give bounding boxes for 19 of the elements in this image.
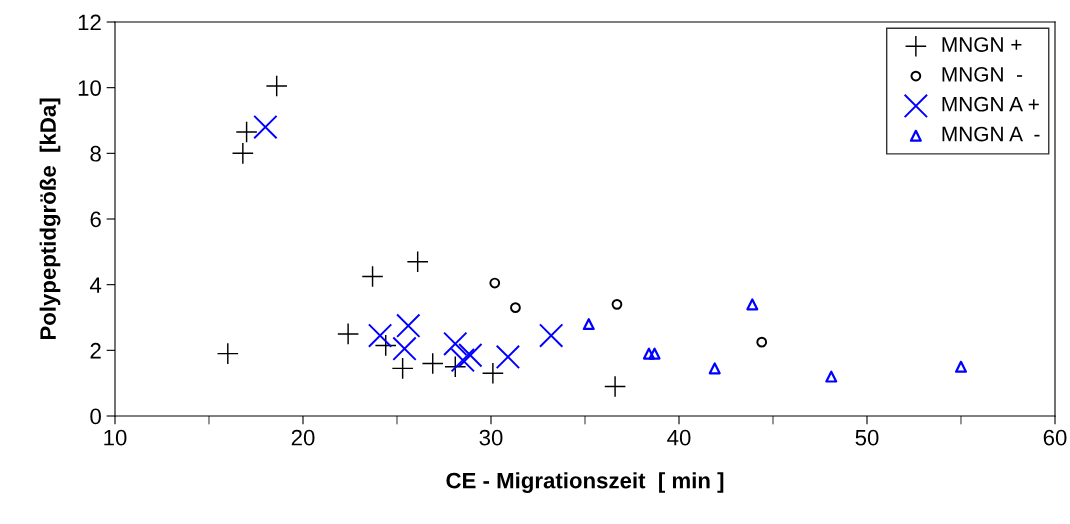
x-tick-label: 30	[479, 429, 503, 446]
y-axis-title: Polypeptidgröße [kDa]	[39, 98, 61, 340]
x-tick-label: 60	[1043, 429, 1067, 446]
y-tick-label: 4	[89, 277, 102, 293]
y-tick-label: 0	[90, 408, 101, 425]
x-axis-title: CE - Migrationszeit [ min ]	[446, 472, 724, 493]
x-tick-label: 40	[667, 429, 691, 446]
x-tick-label: 50	[855, 429, 879, 446]
y-tick-label: 2	[90, 342, 101, 359]
y-tick-label: 6	[90, 211, 101, 228]
legend-label: MNGN +	[942, 37, 1022, 52]
legend-label: MNGN A -	[942, 126, 1040, 142]
legend-label: MNGN A +	[942, 96, 1039, 112]
y-tick-label: 8	[90, 145, 101, 162]
legend-label: MNGN -	[942, 66, 1023, 82]
x-tick-label: 20	[291, 429, 315, 446]
y-tick-label: 10	[78, 80, 101, 96]
x-tick-label: 10	[104, 429, 127, 446]
y-tick-label: 12	[78, 14, 101, 31]
